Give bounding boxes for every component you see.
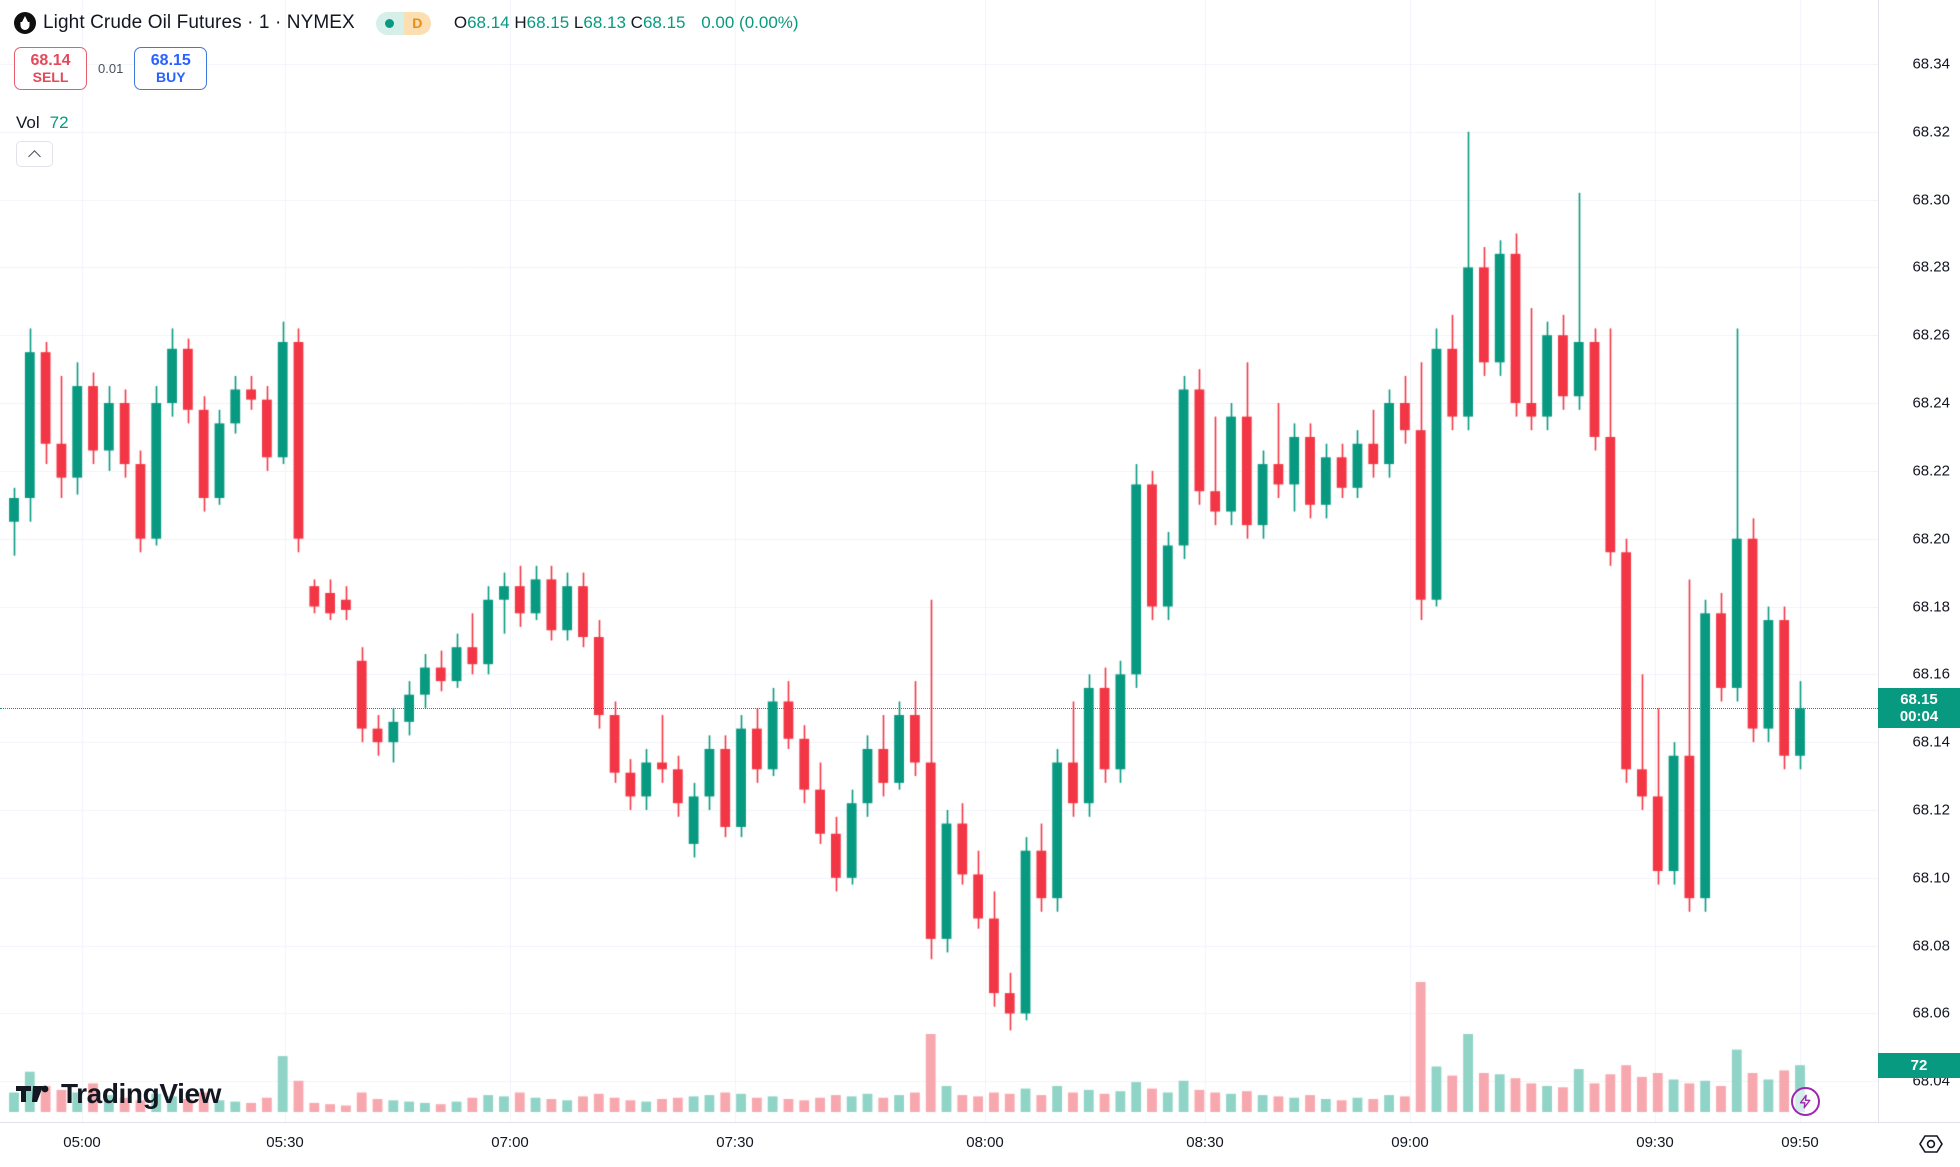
sell-price: 68.14: [30, 51, 71, 69]
current-price-badge[interactable]: 68.15 00:04: [1878, 688, 1960, 729]
time-tick-label: 05:30: [266, 1134, 304, 1151]
price-tick-label: 68.22: [1912, 462, 1950, 480]
legend-symbol-row: Light Crude Oil Futures · 1 · NYMEX D O6…: [14, 8, 799, 38]
time-tick-label: 08:00: [966, 1134, 1004, 1151]
chart-legend: Light Crude Oil Futures · 1 · NYMEX D O6…: [14, 8, 799, 90]
sell-label: SELL: [32, 68, 69, 85]
tradingview-watermark: TradingView: [16, 1078, 221, 1110]
buy-button[interactable]: 68.15 BUY: [134, 47, 208, 90]
chevron-up-icon: [29, 149, 40, 160]
spread-value: 0.01: [98, 61, 124, 76]
volume-legend-row[interactable]: Vol 72: [16, 113, 69, 133]
oil-drop-icon: [14, 12, 36, 34]
price-tick-label: 68.30: [1912, 191, 1950, 209]
sell-button[interactable]: 68.14 SELL: [14, 47, 87, 90]
time-tick-label: 08:30: [1186, 1134, 1224, 1151]
price-tick-label: 68.06: [1912, 1004, 1950, 1022]
time-tick-label: 09:00: [1391, 1134, 1429, 1151]
market-status-dot-icon: [375, 11, 404, 35]
bolt-glyph: [1799, 1094, 1811, 1109]
ohlc-close-label: C: [630, 13, 643, 32]
chart-settings-icon[interactable]: [1918, 1131, 1944, 1157]
candlestick-series: [0, 0, 1878, 1122]
ohlc-open-value: 68.14: [467, 13, 510, 32]
ohlc-values: O68.14 H68.15 L68.13 C68.15 0.00 (0.00%): [454, 13, 799, 33]
price-tick-label: 68.26: [1912, 326, 1950, 344]
price-tick-label: 68.10: [1912, 869, 1950, 887]
tradingview-logo-icon: [16, 1085, 49, 1102]
hex-glyph: [1919, 1135, 1943, 1153]
volume-badge-value: 72: [1910, 1057, 1928, 1075]
chart-plot-area[interactable]: [0, 0, 1878, 1122]
price-tick-label: 68.18: [1912, 598, 1950, 616]
ohlc-high-label: H: [514, 13, 527, 32]
ohlc-high-value: 68.15: [526, 13, 570, 32]
price-tick-label: 68.24: [1912, 394, 1950, 412]
ohlc-open-label: O: [453, 13, 468, 32]
volume-indicator-legend: Vol 72: [16, 113, 69, 167]
ohlc-low-value: 68.13: [583, 13, 626, 32]
buy-price: 68.15: [150, 51, 191, 69]
price-tick-label: 68.16: [1912, 665, 1950, 683]
price-badge-countdown: 00:04: [1899, 708, 1939, 726]
watermark-text: TradingView: [61, 1078, 222, 1109]
buy-sell-row: 68.14 SELL 0.01 68.15 BUY: [14, 47, 799, 90]
time-tick-label: 07:30: [716, 1134, 754, 1151]
price-tick-label: 68.32: [1912, 123, 1950, 141]
time-tick-label: 09:30: [1636, 1134, 1674, 1151]
price-badge-value: 68.15: [1900, 690, 1938, 708]
time-tick-label: 09:50: [1781, 1134, 1819, 1151]
time-axis[interactable]: 05:00 05:30 07:00 07:30 08:00 08:30 09:00 09:30…: [0, 1122, 1960, 1167]
volume-value: 72: [49, 113, 69, 132]
price-axis[interactable]: 68.34 68.32 68.30 68.28 68.26 68.24 68.22 68.20…: [1878, 0, 1960, 1122]
ohlc-low-label: L: [573, 13, 584, 32]
buy-label: BUY: [156, 68, 186, 85]
current-price-line: [0, 708, 1878, 710]
price-tick-label: 68.08: [1912, 937, 1950, 955]
interval-badge[interactable]: D: [375, 11, 431, 35]
time-tick-label: 07:00: [491, 1134, 529, 1151]
symbol-title[interactable]: Light Crude Oil Futures · 1 · NYMEX: [43, 12, 355, 33]
ohlc-change-value: 0.00 (0.00%): [701, 13, 799, 32]
price-tick-label: 68.28: [1912, 258, 1950, 276]
volume-badge[interactable]: 72: [1878, 1053, 1960, 1079]
collapse-pane-button[interactable]: [16, 141, 53, 167]
volume-label: Vol: [16, 113, 40, 132]
price-tick-label: 68.14: [1912, 733, 1950, 751]
price-tick-label: 68.12: [1912, 801, 1950, 819]
time-tick-label: 05:00: [63, 1134, 101, 1151]
lightning-bolt-icon[interactable]: [1791, 1087, 1820, 1116]
interval-badge-label: D: [403, 11, 431, 35]
ohlc-close-value: 68.15: [642, 13, 686, 32]
price-tick-label: 68.34: [1912, 55, 1950, 73]
price-tick-label: 68.20: [1912, 530, 1950, 548]
